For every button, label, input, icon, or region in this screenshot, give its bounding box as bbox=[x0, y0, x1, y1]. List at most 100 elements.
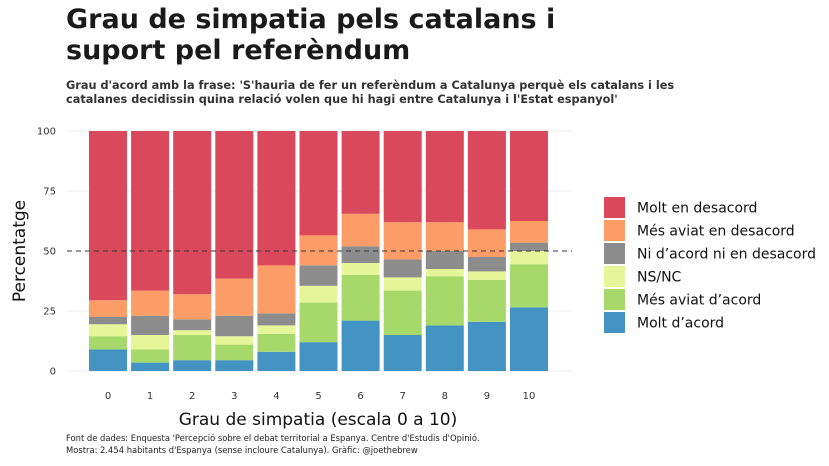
bar-segment bbox=[89, 349, 127, 371]
bar-segment bbox=[173, 319, 212, 331]
bar-segment bbox=[341, 246, 380, 263]
bar-segment bbox=[89, 317, 127, 325]
bar-segment bbox=[425, 276, 464, 326]
x-tick-label: 5 bbox=[315, 391, 321, 402]
chart-title-line-1: Grau de simpatia pels catalans i bbox=[66, 4, 556, 35]
legend-label: Molt en desacord bbox=[637, 201, 757, 217]
bar-segment bbox=[131, 349, 170, 363]
x-tick-label: 0 bbox=[105, 391, 111, 402]
bar-segment bbox=[467, 131, 506, 230]
bar-segment bbox=[257, 313, 296, 326]
chart-subtitle-line-1: Grau d'acord amb la frase: 'S'hauria de … bbox=[66, 79, 675, 92]
legend-label: Molt d’acord bbox=[637, 316, 724, 332]
bar-segment bbox=[257, 325, 296, 334]
y-tick-label: 75 bbox=[43, 187, 56, 198]
bar-segment bbox=[299, 235, 338, 266]
x-tick-label: 9 bbox=[484, 391, 490, 402]
bar-segment bbox=[341, 275, 380, 321]
bar-segment bbox=[383, 277, 422, 291]
legend-swatch bbox=[604, 312, 625, 333]
caption-line-2: Mostra: 2.454 habitants d'Espanya (sense… bbox=[66, 445, 418, 455]
x-tick-label: 10 bbox=[523, 391, 536, 402]
y-tick-label: 50 bbox=[43, 247, 56, 258]
chart-title-line-2: suport pel referèndum bbox=[66, 35, 411, 66]
bar-segment bbox=[215, 336, 254, 345]
bar-segment bbox=[425, 269, 464, 277]
bar-segment bbox=[341, 213, 380, 247]
bar-segment bbox=[510, 221, 548, 243]
y-axis-title: Percentatge bbox=[10, 200, 30, 302]
x-tick-label: 8 bbox=[442, 391, 448, 402]
bar-segment bbox=[173, 335, 212, 361]
bar-segment bbox=[510, 131, 548, 221]
x-tick-label: 3 bbox=[231, 391, 237, 402]
legend-label: Ni d’acord ni en desacord bbox=[637, 247, 816, 263]
chart-subtitle-line-2: catalanes decidissin quina relació volen… bbox=[66, 93, 618, 106]
bar-segment bbox=[215, 131, 254, 279]
bar-segment bbox=[299, 342, 338, 371]
bar-segment bbox=[510, 242, 548, 251]
legend-swatch bbox=[604, 243, 625, 264]
x-tick-label: 1 bbox=[147, 391, 153, 402]
y-tick-label: 0 bbox=[50, 367, 56, 378]
x-tick-label: 2 bbox=[189, 391, 195, 402]
bar-segment bbox=[510, 307, 548, 371]
chart-caption: Font de dades: Enquesta 'Percepció sobre… bbox=[66, 432, 766, 456]
bar-segment bbox=[173, 360, 212, 371]
bar-segment bbox=[467, 321, 506, 371]
legend-swatch bbox=[604, 266, 625, 287]
bar-segment bbox=[215, 315, 254, 337]
bar-segment bbox=[383, 222, 422, 260]
bar-segment bbox=[510, 264, 548, 308]
bar-segment bbox=[173, 330, 212, 335]
bar-segment bbox=[131, 335, 170, 350]
legend-label: Més aviat en desacord bbox=[637, 224, 795, 240]
y-tick-label: 25 bbox=[43, 307, 56, 318]
legend-swatch bbox=[604, 289, 625, 310]
bar-segment bbox=[425, 222, 464, 251]
bar-segment bbox=[215, 278, 254, 316]
chart-subtitle: Grau d'acord amb la frase: 'S'hauria de … bbox=[66, 79, 686, 107]
bar-segment bbox=[215, 360, 254, 371]
bar-segment bbox=[89, 336, 127, 350]
bar-segment bbox=[131, 131, 170, 291]
bar-segment bbox=[341, 320, 380, 371]
bar-segment bbox=[425, 251, 464, 269]
bar-segment bbox=[467, 279, 506, 322]
bar-segment bbox=[173, 294, 212, 320]
bar-segment bbox=[299, 131, 338, 236]
x-tick-label: 4 bbox=[273, 391, 279, 402]
bar-segment bbox=[257, 333, 296, 352]
bar-segment bbox=[467, 271, 506, 280]
bar-segment bbox=[299, 302, 338, 343]
bar-segment bbox=[425, 325, 464, 371]
bar-segment bbox=[257, 131, 296, 266]
legend-label: Més aviat d’acord bbox=[637, 293, 761, 309]
chart-title: Grau de simpatia pels catalans i suport … bbox=[66, 4, 586, 66]
caption-line-1: Font de dades: Enquesta 'Percepció sobre… bbox=[66, 433, 480, 443]
legend-swatch bbox=[604, 220, 625, 241]
bar-segment bbox=[215, 344, 254, 361]
x-tick-label: 6 bbox=[357, 391, 363, 402]
bar-segment bbox=[257, 351, 296, 371]
bar-segment bbox=[131, 362, 170, 371]
bar-segment bbox=[341, 131, 380, 214]
bar-segment bbox=[383, 259, 422, 278]
bar-segment bbox=[341, 263, 380, 275]
bar-segment bbox=[257, 265, 296, 314]
bar-segment bbox=[467, 257, 506, 272]
bar-segment bbox=[131, 290, 170, 316]
bar-segment bbox=[89, 131, 127, 301]
bar-segment bbox=[89, 324, 127, 337]
bar-segment bbox=[425, 131, 464, 223]
bar-segment bbox=[89, 300, 127, 317]
bar-segment bbox=[173, 131, 212, 295]
bar-segment bbox=[467, 229, 506, 257]
bar-segment bbox=[299, 285, 338, 303]
legend-label: NS/NC bbox=[637, 270, 682, 286]
bar-segment bbox=[299, 265, 338, 286]
bar-segment bbox=[383, 335, 422, 371]
bar-segment bbox=[383, 290, 422, 335]
bar-segment bbox=[510, 251, 548, 265]
